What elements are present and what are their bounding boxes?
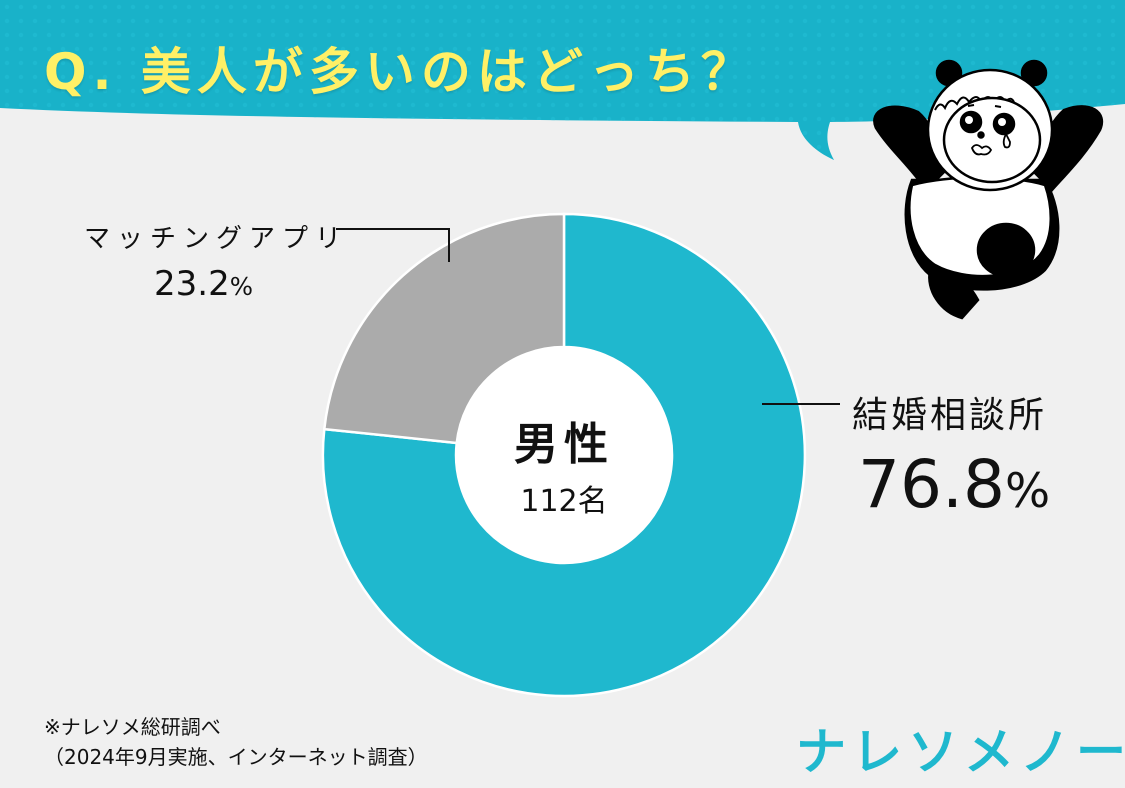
value-marriage-agency: 76.8% bbox=[858, 446, 1050, 523]
donut-chart bbox=[321, 212, 807, 698]
value-number: 23.2 bbox=[154, 264, 230, 304]
callout-line-app bbox=[336, 228, 450, 262]
percent-sign: % bbox=[229, 272, 253, 301]
source-note-line1: ※ナレソメ総研調べ bbox=[44, 715, 221, 739]
label-matching-app: マッチングアプリ bbox=[84, 224, 349, 254]
percent-sign: % bbox=[1004, 464, 1051, 519]
donut-center-title: 男性 bbox=[514, 419, 614, 470]
panda-mascot-icon bbox=[873, 59, 1103, 320]
value-matching-app: 23.2% bbox=[154, 264, 253, 304]
source-note: ※ナレソメ総研調べ （2024年9月実施、インターネット調査） bbox=[44, 712, 428, 772]
value-number: 76.8 bbox=[858, 446, 1005, 523]
brand-logo: ナレソメノート bbox=[796, 723, 1125, 781]
source-note-line2: （2024年9月実施、インターネット調査） bbox=[44, 745, 428, 769]
speech-bubble-banner bbox=[0, 0, 1125, 160]
page-title: Q. 美人が多いのはどっち？ bbox=[44, 43, 757, 101]
donut-hole bbox=[456, 347, 672, 563]
label-marriage-agency: 結婚相談所 bbox=[852, 395, 1048, 436]
donut-center-count: 112名 bbox=[520, 484, 608, 519]
